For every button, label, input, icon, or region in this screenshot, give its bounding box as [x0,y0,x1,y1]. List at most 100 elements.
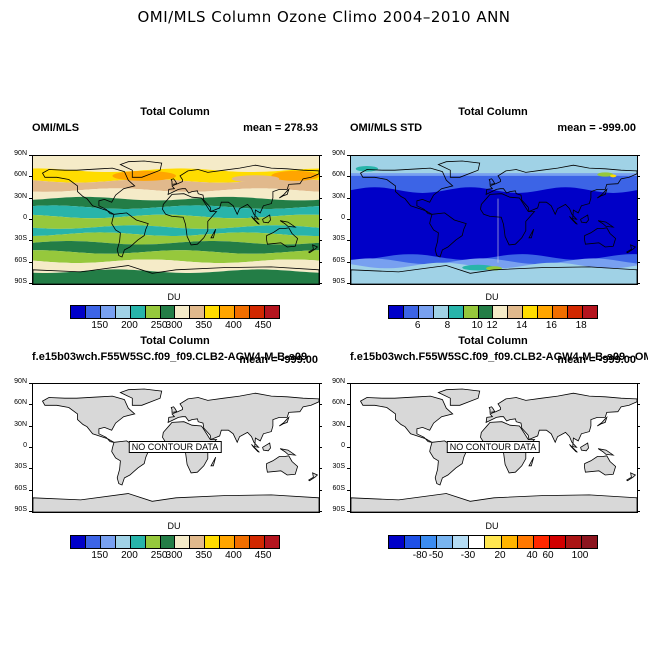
latitude-tick [637,261,640,263]
colorbar-tick-label: 12 [486,320,498,331]
coastline [480,193,536,246]
latitude-tick [319,468,322,470]
coastline [597,416,608,427]
coastline [119,160,163,178]
latitude-tick [29,155,32,156]
colorbar-tick-label: 350 [195,550,213,561]
colorbar-swatch [130,306,146,318]
colorbar-tick-label: 100 [571,550,589,561]
coastline [488,178,496,185]
latitude-tick [637,155,640,156]
colorbar-swatch [553,306,569,318]
latitude-tick [319,383,322,384]
coastline [429,212,467,258]
coastline [437,388,481,406]
colorbar-swatch [493,306,509,318]
colorbar-tick-label: 450 [254,550,272,561]
colorbar-swatch [190,536,206,548]
latitude-tick [29,468,32,470]
coastline [597,188,608,199]
colorbar-swatch [517,536,534,548]
panel-left-label: OMI/MLS STD [350,122,423,134]
std-maximum [462,264,494,271]
coastline [170,178,178,185]
ozone-band [33,269,319,284]
ozone-maximum [112,170,176,181]
latitude-tick [347,404,350,406]
latitude-label: 60N [332,171,345,179]
coastline [584,455,617,476]
latitude-label: 0 [23,442,27,449]
latitude-tick [29,219,32,220]
colorbar-swatch [115,306,131,318]
panel-mean-label: mean = -999.00 [557,354,636,366]
latitude-label: 90N [332,378,345,385]
latitude-tick [29,261,32,263]
latitude-tick [347,511,350,512]
coastline [584,227,617,248]
colorbar [388,535,598,549]
latitude-label: 60S [14,256,27,264]
coastline [485,164,637,220]
latitude-tick [347,425,350,427]
colorbar-swatch [220,306,236,318]
map-canvas [351,388,637,512]
ozone-band [33,156,319,172]
colorbar-tick-label: 150 [91,320,109,331]
latitude-tick [319,176,322,178]
latitude-label: 30S [332,463,345,471]
coastline [41,395,136,443]
coastline [488,406,496,413]
latitude-tick [319,404,322,406]
latitude-tick [347,240,350,242]
coastline [597,448,615,456]
latitude-label: 60S [332,256,345,264]
map-panel [350,155,638,285]
colorbar [70,305,280,319]
colorbar-swatch [582,306,597,318]
colorbar-swatch [235,306,251,318]
coastline [262,214,271,224]
colorbar-tick-label: 300 [165,550,183,561]
coastline [279,416,290,427]
colorbar-tick-label: 300 [165,320,183,331]
panel-left-label: f.e15b03wch.F55W5SC.f09_f09.CLB2-AGW4-M-… [350,351,648,363]
ozone-maximum [231,175,280,183]
colorbar-tick-label: 350 [195,320,213,331]
ozone-band [33,214,319,229]
coastline [33,265,319,284]
colorbar-tick-label: 400 [225,320,242,331]
coastline [626,244,637,254]
colorbar-tick-label: 40 [526,550,538,561]
latitude-tick [347,468,350,470]
colorbar-swatch [421,536,438,548]
colorbar-tick-label: 450 [254,320,272,331]
coastline [580,442,589,452]
map-canvas [33,156,319,284]
latitude-label: 30N [14,420,27,428]
colorbar-swatch [175,536,191,548]
colorbar-swatch [565,536,582,548]
coastline [266,227,299,248]
coastline [359,167,454,215]
std-maximum [597,172,614,177]
latitude-tick [29,489,32,491]
colorbar-tick-label: -30 [460,550,476,561]
colorbar-swatch [433,306,449,318]
colorbar-swatch [220,536,236,548]
map-canvas [351,156,637,284]
colorbar-swatch [100,536,116,548]
no-contour-data-label: NO CONTOUR DATA [128,441,222,453]
latitude-tick [319,219,322,220]
colorbar-swatch [405,536,422,548]
colorbar-swatch [389,536,406,548]
colorbar-swatch [448,306,464,318]
coastline [279,448,297,456]
latitude-tick [319,425,322,427]
latitude-tick [347,383,350,384]
colorbar-swatch [100,306,116,318]
latitude-tick [29,283,32,284]
latitude-tick [29,383,32,384]
colorbar-swatch [508,306,524,318]
std-maximum [355,165,379,172]
